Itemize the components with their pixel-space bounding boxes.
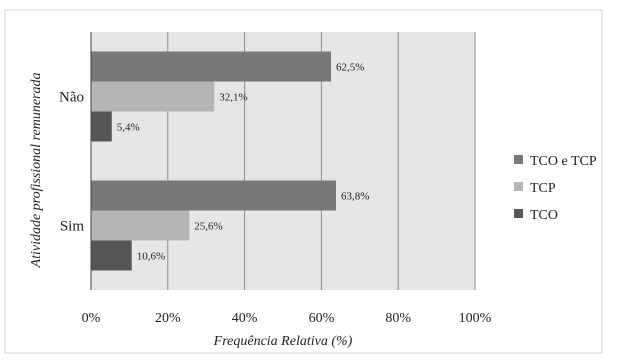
legend-label: TCO e TCP: [530, 154, 597, 169]
data-labels: 62,5% 32,1% 5,4% 63,8% 25,6% 10,6%: [117, 62, 370, 263]
x-tick-label: 40%: [232, 311, 258, 326]
legend: TCO e TCP TCP TCO: [514, 154, 597, 223]
data-label: 32,1%: [219, 92, 247, 104]
x-tick-label: 0%: [82, 311, 101, 326]
x-tick-label: 80%: [385, 311, 411, 326]
bars: [91, 51, 336, 271]
x-tick-labels: 0% 20% 40% 60% 80% 100%: [82, 311, 492, 326]
y-axis-label: Atividade profissional remunerada: [29, 73, 44, 269]
bar: [91, 210, 190, 241]
data-label: 10,6%: [137, 251, 165, 263]
category-labels: Não Sim: [59, 90, 84, 235]
x-tick-label: 20%: [155, 311, 181, 326]
legend-swatch: [514, 155, 523, 164]
legend-label: TCO: [530, 208, 558, 223]
legend-label: TCP: [530, 181, 556, 196]
bar: [91, 240, 132, 271]
bar: [91, 51, 331, 82]
category-label: Não: [59, 90, 84, 106]
data-label: 5,4%: [117, 122, 140, 134]
category-label: Sim: [60, 219, 85, 235]
legend-swatch: [514, 209, 523, 218]
legend-swatch: [514, 182, 523, 191]
x-axis-label: Frequência Relativa (%): [213, 334, 353, 349]
bar: [91, 111, 112, 142]
x-tick-label: 100%: [459, 311, 492, 326]
bar: [91, 180, 336, 211]
x-tick-label: 60%: [309, 311, 335, 326]
data-label: 63,8%: [341, 191, 369, 203]
data-label: 25,6%: [194, 221, 222, 233]
bar: [91, 81, 215, 112]
data-label: 62,5%: [336, 62, 364, 74]
